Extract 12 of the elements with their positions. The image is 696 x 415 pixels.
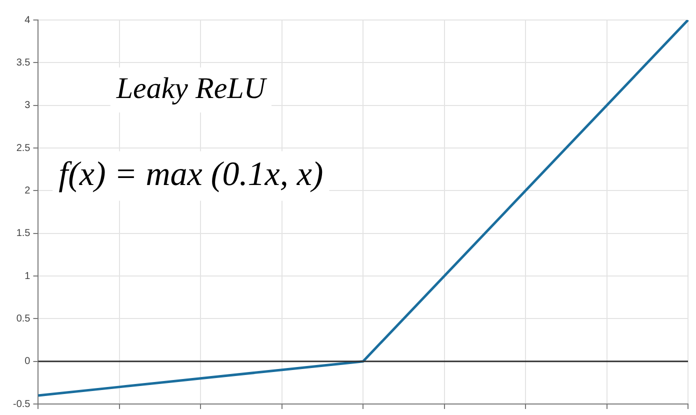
- annotation: f(x) = max (0.1x, x): [58, 156, 324, 193]
- y-tick-label: 2: [24, 185, 31, 196]
- y-tick-label: 1: [24, 270, 31, 282]
- y-tick-label: 4: [24, 14, 31, 26]
- y-tick-label: 1.5: [16, 228, 31, 240]
- y-tick-label: 3: [24, 100, 31, 112]
- y-tick-label: 2.5: [16, 142, 31, 154]
- y-tick-label: 0: [24, 356, 31, 368]
- y-tick-label: -0.5: [12, 398, 31, 410]
- annotation: Leaky ReLU: [115, 72, 268, 105]
- y-tick-label: 3.5: [16, 57, 31, 68]
- y-tick-label: 0.5: [16, 313, 31, 324]
